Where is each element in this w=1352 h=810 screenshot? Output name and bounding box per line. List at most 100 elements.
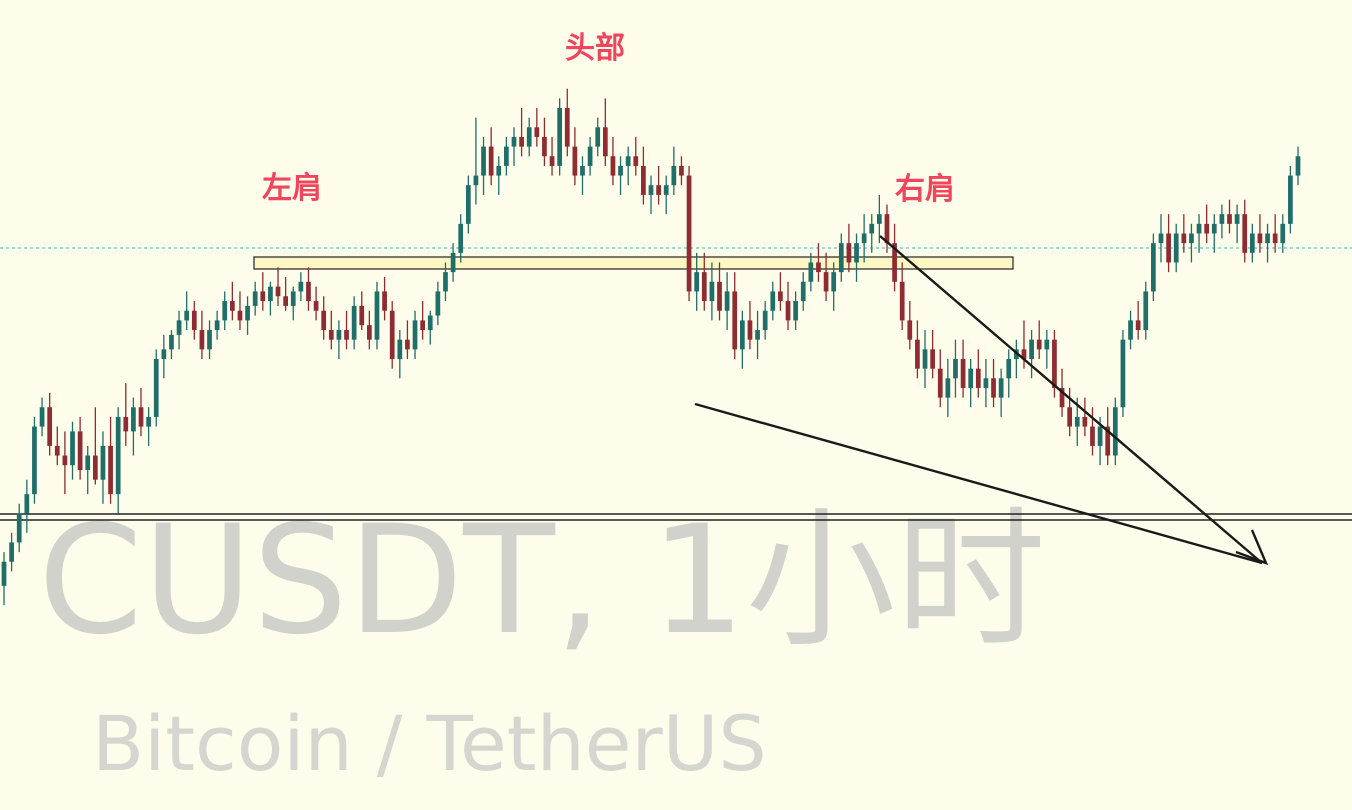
candle [800, 272, 806, 311]
candle-body-bull [245, 305, 250, 321]
candle [519, 108, 524, 157]
candle [1166, 214, 1171, 273]
watermark-symbol: CUSDT, 1小时 [38, 494, 1046, 668]
candle [861, 214, 867, 263]
candle-body-bull [1128, 320, 1133, 340]
candle [306, 267, 311, 311]
candle [146, 407, 151, 446]
candle-body-bull [755, 330, 760, 340]
candle-body-bull [1044, 339, 1050, 350]
candle-body-bear [382, 291, 387, 311]
candle-body-bull [945, 378, 951, 398]
candle-body-bull [1029, 339, 1034, 359]
candle-body-bull [290, 291, 296, 306]
candle [62, 431, 68, 495]
candle-body-bull [214, 320, 220, 331]
candle-body-bull [450, 252, 456, 273]
candle-body-bear [930, 349, 935, 369]
candle-body-bear [191, 310, 197, 331]
candle-body-bear [108, 445, 113, 495]
candle [762, 301, 768, 340]
candle [473, 117, 479, 205]
candle [1, 552, 7, 606]
candle [39, 397, 45, 437]
candle [1173, 223, 1179, 273]
candle-body-bear [907, 320, 913, 340]
candle [808, 252, 814, 292]
candle-body-bull [1158, 233, 1164, 244]
candle [397, 330, 403, 379]
candle [899, 262, 905, 331]
candle-body-bull [1189, 233, 1194, 244]
candle [427, 310, 433, 345]
candle-body-bull [351, 305, 357, 340]
candle [831, 262, 837, 311]
candle-body-bull [854, 243, 859, 263]
candle-body-bear [1181, 233, 1187, 244]
candle-body-bull [85, 455, 91, 471]
candle [724, 272, 730, 331]
candle [739, 310, 745, 369]
candle [892, 223, 897, 292]
candle-body-bull [762, 310, 768, 331]
neckline-zone[interactable] [253, 256, 1014, 270]
wedge-upper-trendline[interactable] [879, 235, 1263, 564]
candle [1288, 165, 1293, 234]
candle [526, 117, 532, 157]
candle [268, 281, 273, 316]
candle-body-bear [602, 127, 608, 157]
candle [344, 310, 349, 350]
candle-body-bull [663, 185, 669, 195]
candle-body-bull [770, 291, 776, 311]
candle [191, 301, 197, 340]
candle-body-bear [1021, 349, 1027, 359]
candle-body-bull [1211, 223, 1217, 234]
candle [793, 291, 798, 331]
candle [1234, 204, 1240, 244]
candle [359, 291, 365, 331]
candle-body-bear [542, 136, 547, 157]
candle [92, 407, 98, 485]
candle [313, 286, 319, 321]
wedge-lower-trendline[interactable] [694, 402, 1263, 565]
candle [854, 233, 859, 282]
support-line[interactable] [0, 513, 1352, 521]
candle-body-bull [443, 272, 448, 292]
candle-body-bear [572, 146, 578, 176]
candle [420, 301, 426, 340]
candle-body-bear [344, 330, 349, 340]
candle-body-bull [983, 378, 989, 388]
candle [176, 310, 182, 350]
candle-body-bear [328, 330, 334, 340]
candle [557, 98, 563, 176]
candle-body-bull [998, 378, 1004, 398]
candle [351, 296, 357, 350]
candle-body-bull [9, 542, 14, 562]
candle [930, 330, 935, 379]
candle [245, 296, 250, 335]
candle-body-bull [473, 175, 479, 186]
candle [1143, 281, 1149, 340]
candle-body-bull [1280, 223, 1286, 244]
candle-body-bull [70, 431, 75, 466]
candle [755, 310, 760, 359]
candle [587, 136, 593, 176]
candle-body-bull [511, 136, 517, 147]
candle [991, 359, 996, 408]
candle-body-bull [115, 416, 121, 495]
candle-body-bear [1242, 214, 1248, 253]
candle-body-bear [610, 156, 616, 176]
candle [1090, 407, 1095, 456]
candle-body-bear [785, 301, 791, 321]
candle [207, 320, 212, 359]
arrow-head-icon [1235, 529, 1269, 566]
candle [1128, 310, 1133, 350]
candle [47, 392, 53, 456]
candle [77, 416, 83, 480]
candle [138, 387, 144, 437]
candle-body-bear [884, 214, 890, 244]
candle [907, 301, 913, 350]
candle-body-bear [313, 301, 319, 311]
